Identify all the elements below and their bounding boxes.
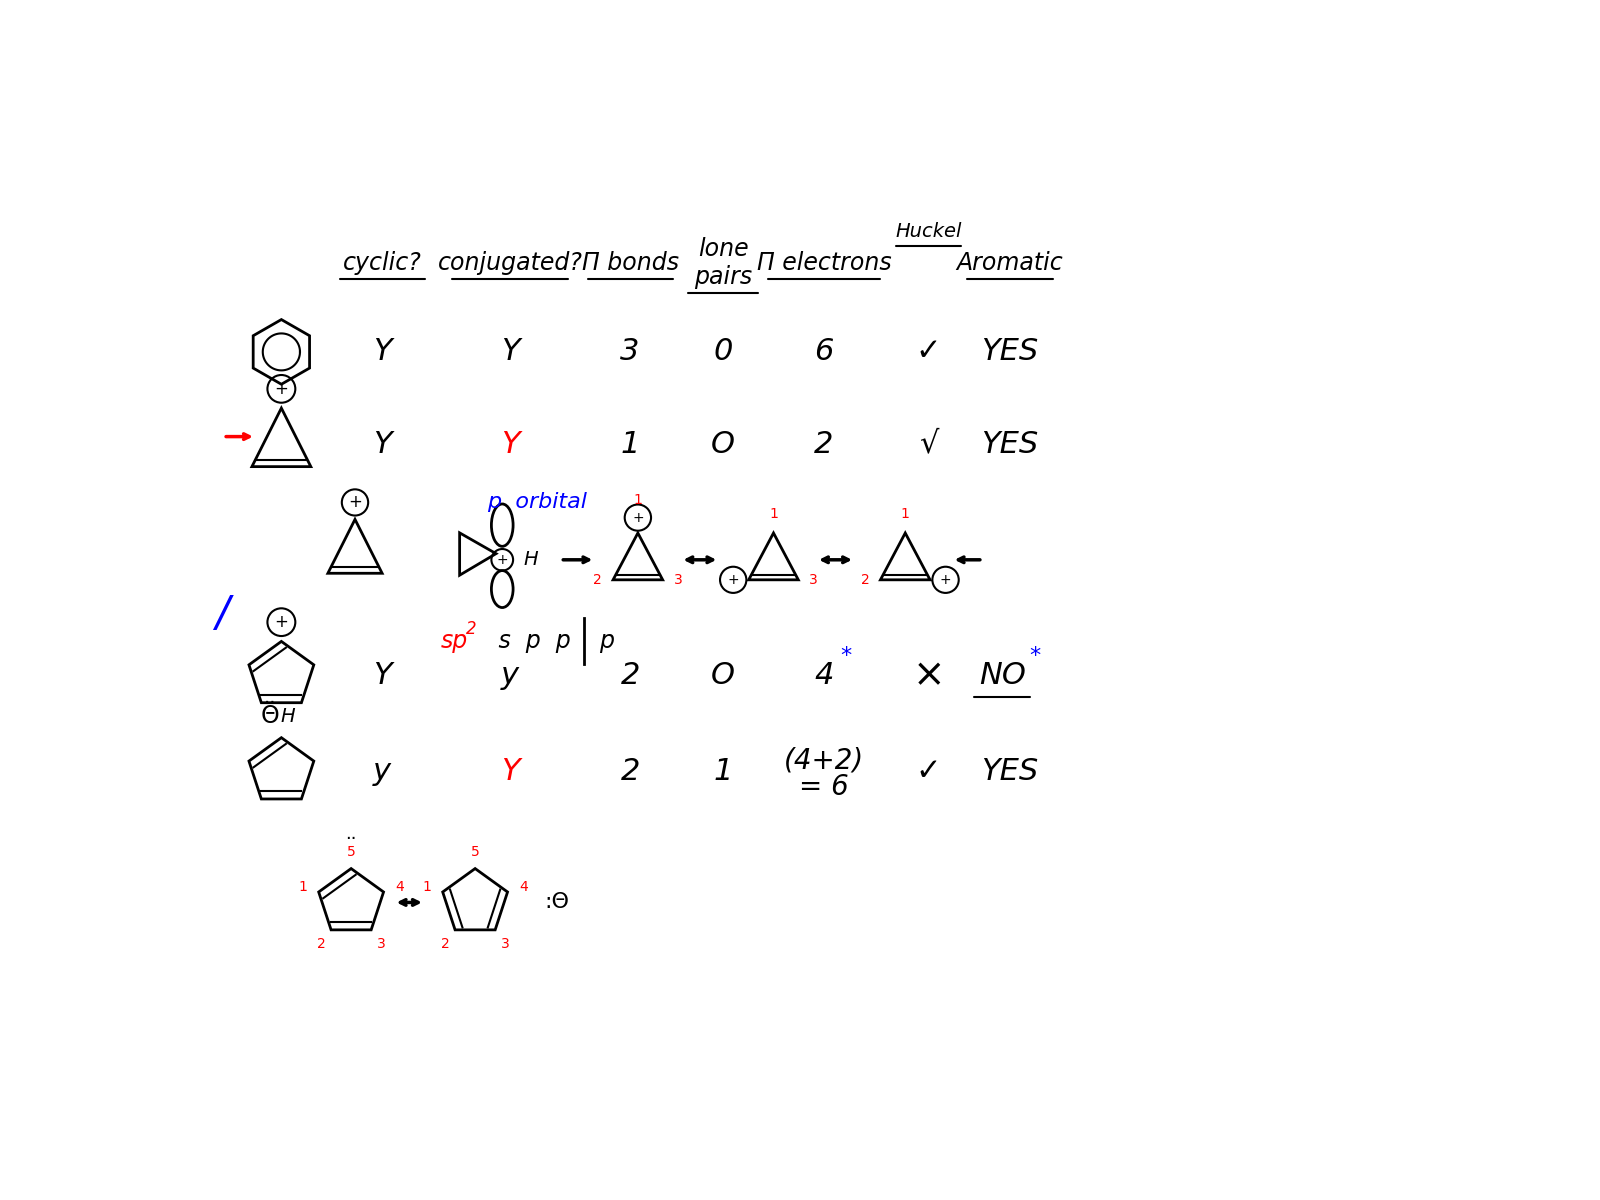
Text: +: + (275, 613, 288, 631)
Text: 2: 2 (861, 572, 869, 587)
Text: p: p (598, 629, 614, 653)
Text: ✓: ✓ (915, 337, 941, 366)
Text: ..: .. (264, 688, 277, 707)
Text: Huckel: Huckel (896, 222, 962, 240)
Text: 2: 2 (814, 430, 834, 458)
Text: 1: 1 (634, 493, 642, 506)
Text: 6: 6 (814, 337, 834, 366)
Text: H: H (280, 707, 294, 726)
Text: y: y (373, 757, 390, 786)
Text: Y: Y (373, 430, 392, 458)
Text: 1: 1 (901, 506, 910, 521)
Text: Y: Y (501, 757, 520, 786)
Text: s  p  p: s p p (491, 629, 570, 653)
Text: ✓: ✓ (915, 757, 941, 786)
Text: O: O (710, 661, 734, 690)
Text: /: / (214, 593, 229, 635)
Text: pairs: pairs (694, 265, 752, 289)
Text: Y: Y (373, 661, 392, 690)
Text: Y: Y (373, 337, 392, 366)
Text: 3: 3 (810, 572, 818, 587)
Text: 2: 2 (621, 757, 640, 786)
Text: Π bonds: Π bonds (582, 251, 678, 275)
Text: 2: 2 (621, 661, 640, 690)
Text: Aromatic: Aromatic (957, 251, 1064, 275)
Text: Θ: Θ (261, 704, 278, 728)
Text: Y: Y (501, 337, 520, 366)
Text: 1: 1 (714, 757, 733, 786)
Text: Π electrons: Π electrons (757, 251, 891, 275)
Text: *: * (1029, 646, 1040, 666)
Text: 4: 4 (520, 880, 528, 894)
Text: p  orbital: p orbital (486, 492, 587, 512)
Text: ..: .. (346, 824, 357, 842)
Text: 2: 2 (594, 572, 602, 587)
Text: 3: 3 (378, 936, 386, 950)
Text: cyclic?: cyclic? (342, 251, 421, 275)
Text: = 6: = 6 (798, 773, 848, 800)
Text: 0: 0 (714, 337, 733, 366)
Text: Y: Y (501, 430, 520, 458)
Text: 2: 2 (440, 936, 450, 950)
Text: conjugated?: conjugated? (437, 251, 582, 275)
Text: YES: YES (981, 430, 1038, 458)
Text: 5: 5 (347, 845, 355, 859)
Text: 2: 2 (317, 936, 325, 950)
Text: 3: 3 (674, 572, 683, 587)
Text: 1: 1 (298, 880, 307, 894)
Text: 1: 1 (621, 430, 640, 458)
Text: 5: 5 (470, 845, 480, 859)
Text: √: √ (918, 430, 938, 458)
Text: *: * (840, 646, 851, 666)
Text: y: y (501, 661, 518, 690)
Text: lone: lone (698, 238, 749, 262)
Text: ×: × (912, 656, 946, 695)
Text: +: + (728, 572, 739, 587)
Text: 2: 2 (466, 620, 477, 638)
Text: YES: YES (981, 757, 1038, 786)
Text: 3: 3 (621, 337, 640, 366)
Text: sp: sp (440, 629, 467, 653)
Text: 4: 4 (395, 880, 405, 894)
Text: +: + (632, 511, 643, 524)
Text: O: O (710, 430, 734, 458)
Text: H: H (523, 551, 539, 569)
Text: +: + (939, 572, 952, 587)
Text: 4: 4 (814, 661, 834, 690)
Text: 1: 1 (770, 506, 778, 521)
Text: NO: NO (979, 661, 1026, 690)
Text: 1: 1 (422, 880, 430, 894)
Text: +: + (349, 493, 362, 511)
Text: 3: 3 (501, 936, 509, 950)
Text: :Θ: :Θ (544, 893, 570, 912)
Text: +: + (496, 553, 509, 566)
Text: +: + (275, 380, 288, 398)
Text: (4+2): (4+2) (784, 746, 864, 774)
Text: YES: YES (981, 337, 1038, 366)
